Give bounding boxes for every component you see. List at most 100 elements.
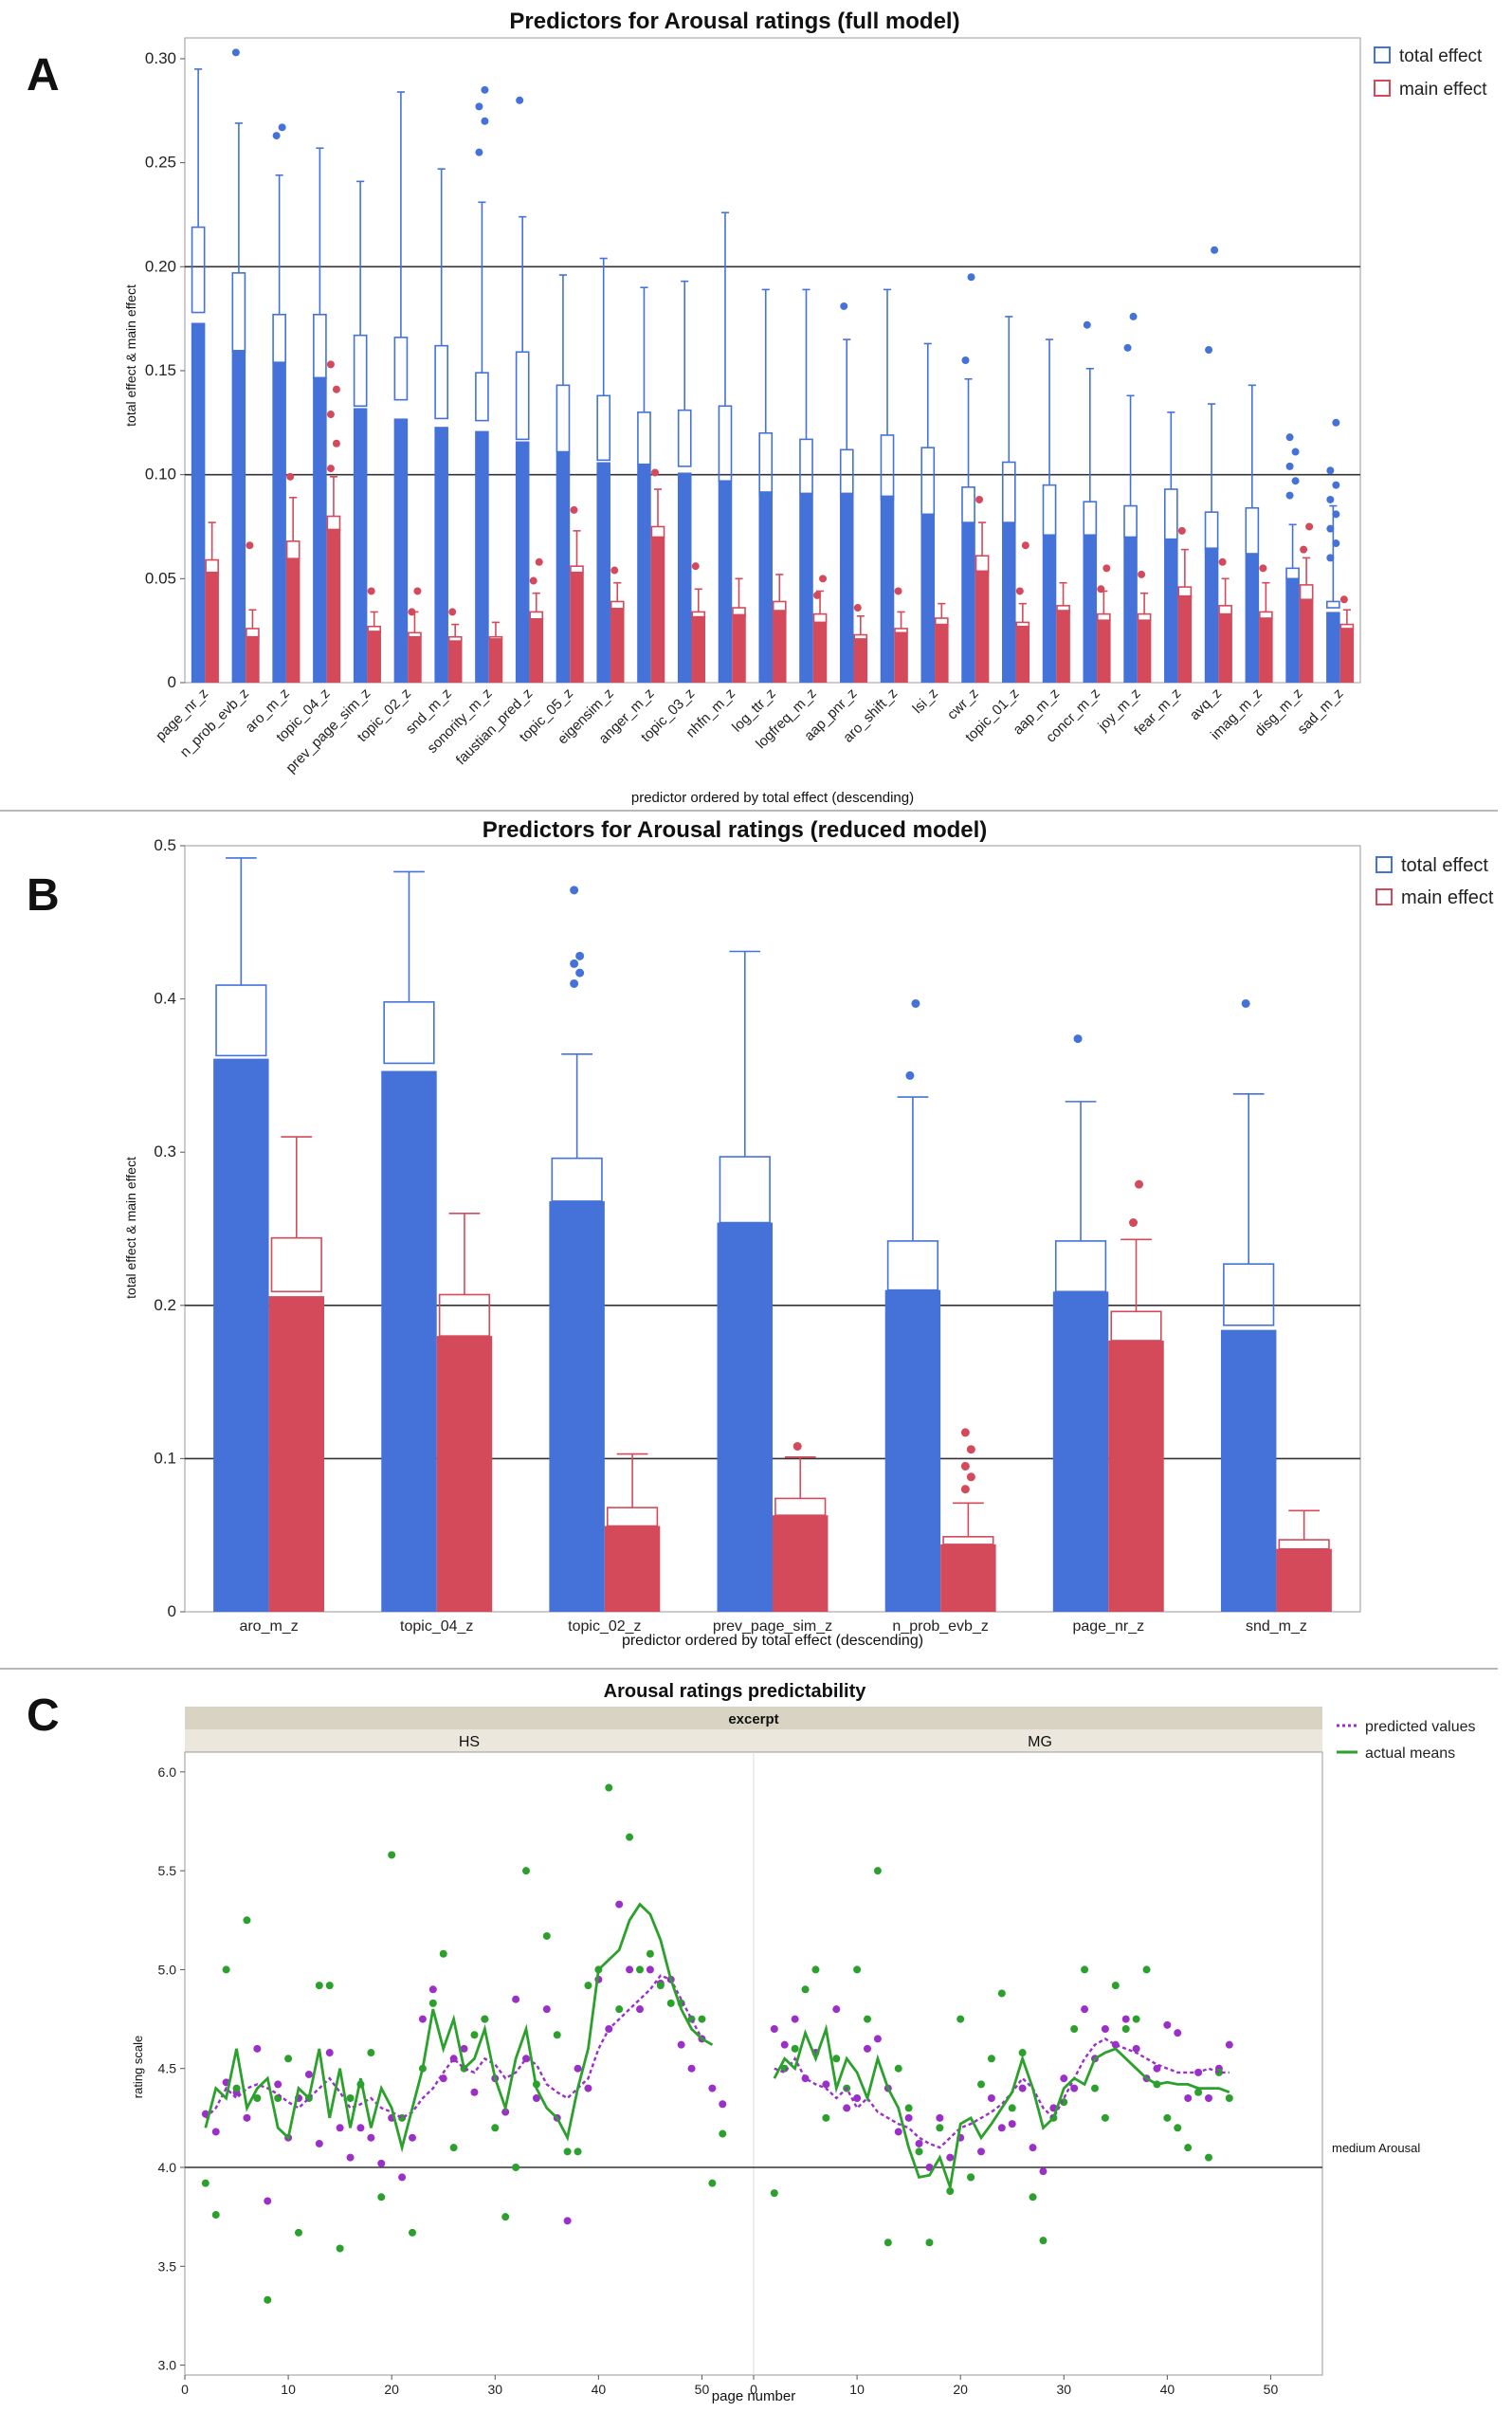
total-effect-bar — [961, 522, 975, 683]
y-tick-label: 5.5 — [158, 1863, 177, 1878]
total-effect-outlier — [905, 1070, 915, 1080]
y-tick-label: 0.30 — [145, 49, 176, 67]
total-effect-box — [1083, 501, 1098, 537]
actual-point — [222, 1965, 230, 1974]
actual-point — [264, 2295, 272, 2304]
actual-point — [1121, 2025, 1130, 2033]
predicted-line-mg — [774, 2037, 1230, 2149]
actual-point — [481, 2015, 489, 2023]
main-effect-outlier — [286, 472, 295, 481]
main-effect-outlier — [326, 465, 335, 473]
main-effect-bar — [205, 572, 219, 683]
total-effect-outlier — [967, 273, 975, 282]
total-effect-box — [961, 486, 975, 523]
legend-predicted-label: predicted values — [1365, 1719, 1476, 1735]
x-category-label: page_nr_z — [1072, 1618, 1144, 1635]
facet-strip-mg — [754, 1729, 1322, 1752]
total-effect-outlier — [1073, 1034, 1083, 1044]
total-effect-box — [393, 337, 409, 401]
actual-point — [295, 2228, 302, 2237]
main-effect-box — [447, 635, 463, 642]
actual-point — [1163, 2113, 1172, 2122]
actual-point — [967, 2173, 975, 2182]
main-effect-outlier — [326, 360, 335, 369]
actual-point — [884, 2238, 892, 2247]
predicted-point — [1132, 2044, 1140, 2053]
main-effect-box — [1137, 612, 1152, 621]
total-effect-box — [758, 431, 774, 497]
panel-a-legend: total effect main effect — [1374, 46, 1487, 100]
total-effect-bar — [1123, 537, 1138, 683]
total-effect-bar — [1326, 612, 1340, 683]
legend-total-label: total effect — [1401, 855, 1488, 876]
total-effect-box — [886, 1240, 939, 1291]
main-effect-box — [1278, 1539, 1330, 1550]
legend-actual-label: actual means — [1365, 1745, 1455, 1762]
main-effect-box — [942, 1536, 994, 1545]
total-effect-bar — [1285, 578, 1300, 683]
total-effect-outlier — [1291, 477, 1300, 485]
main-effect-outlier — [367, 587, 375, 595]
actual-point — [325, 1982, 334, 1990]
total-effect-outlier — [911, 998, 920, 1008]
total-effect-box — [1285, 567, 1300, 580]
total-effect-box — [231, 272, 246, 354]
actual-point — [428, 1999, 437, 2007]
y-tick-label: 0.1 — [154, 1449, 176, 1467]
main-effect-box — [270, 1236, 322, 1293]
total-effect-outlier — [575, 968, 585, 978]
y-tick-label: 0 — [168, 1602, 176, 1620]
total-effect-bar — [677, 472, 692, 683]
total-effect-bar — [1002, 522, 1016, 683]
predicted-point — [1029, 2144, 1037, 2152]
y-tick-label: 0.4 — [154, 990, 176, 1008]
total-effect-outlier — [1332, 510, 1340, 519]
predicted-point — [1205, 2094, 1212, 2102]
total-effect-bar — [637, 464, 651, 683]
total-effect-outlier — [1205, 346, 1213, 355]
actual-point — [232, 2084, 241, 2092]
predicted-point — [687, 2064, 696, 2073]
panel-b-ylabel: total effect & main effect — [123, 1157, 138, 1299]
actual-point — [377, 2193, 386, 2202]
main-effect-bar — [367, 630, 381, 683]
panel-a: Predictors for Arousal ratings (full mod… — [123, 9, 1487, 806]
x-category-label: prev_page_sim_z — [713, 1618, 832, 1635]
actual-point — [832, 2055, 841, 2063]
predicted-point — [977, 2147, 985, 2156]
predicted-point — [211, 2128, 220, 2136]
main-effect-outlier — [246, 541, 254, 550]
predicted-point — [843, 2104, 851, 2112]
x-tick-label: 50 — [1264, 2382, 1279, 2397]
main-effect-box — [1299, 584, 1314, 601]
total-effect-outlier — [1332, 539, 1340, 548]
predicted-point — [719, 2100, 727, 2109]
total-effect-box — [313, 313, 327, 380]
facet-label-mg: MG — [1028, 1734, 1052, 1750]
x-tick-label: 20 — [384, 2382, 399, 2397]
total-effect-outlier — [1326, 466, 1335, 475]
predicted-point — [1070, 2084, 1079, 2092]
total-effect-box — [1326, 600, 1340, 609]
actual-point — [1029, 2193, 1037, 2202]
actual-point — [811, 1965, 820, 1974]
total-effect-bar — [1042, 535, 1057, 683]
main-effect-bar — [1015, 626, 1030, 683]
main-effect-outlier — [819, 575, 828, 583]
main-effect-bar — [447, 641, 463, 683]
total-effect-box — [1223, 1263, 1275, 1326]
actual-line-hs — [204, 1902, 714, 2153]
total-effect-bar — [231, 350, 246, 683]
predicted-point — [946, 2153, 955, 2162]
main-effect-outlier — [966, 1445, 975, 1454]
total-effect-box — [920, 447, 936, 516]
facet-strip-title-text: excerpt — [728, 1711, 778, 1727]
legend-main-label: main effect — [1399, 80, 1487, 100]
predicted-point — [780, 2040, 789, 2049]
main-effect-bar — [1137, 620, 1152, 683]
actual-point — [719, 2129, 727, 2138]
main-effect-outlier — [570, 505, 578, 514]
total-effect-outlier — [231, 48, 240, 57]
actual-point — [822, 2113, 830, 2122]
predicted-point — [987, 2094, 995, 2102]
